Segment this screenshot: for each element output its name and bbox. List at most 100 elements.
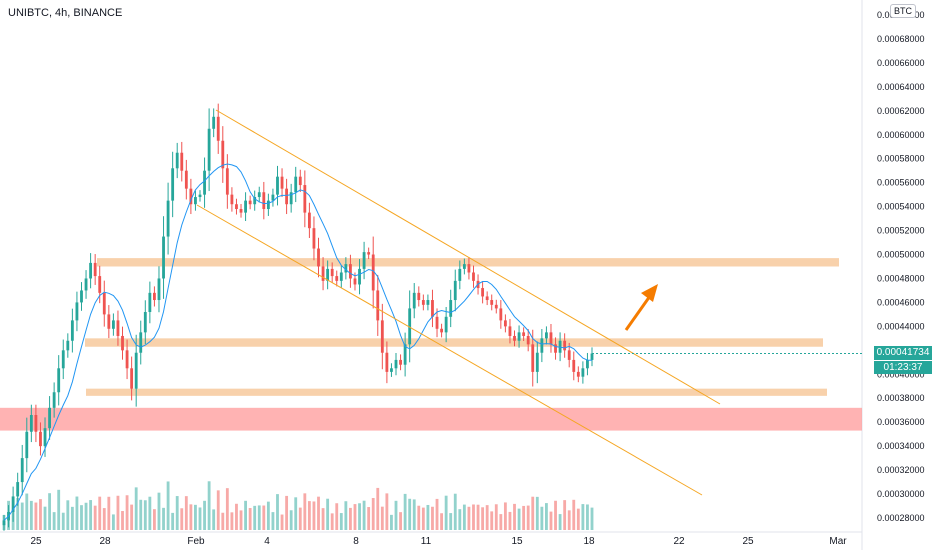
candle-body xyxy=(61,350,65,369)
candle-body xyxy=(89,262,93,279)
volume-bar xyxy=(43,506,47,530)
volume-bar xyxy=(390,514,393,530)
volume-bar xyxy=(590,507,594,530)
demand-zone xyxy=(0,407,862,431)
candle-body xyxy=(157,278,161,301)
volume-bar xyxy=(34,502,38,530)
upward-arrow-icon xyxy=(624,295,652,331)
candle-body xyxy=(403,344,407,365)
volume-bar xyxy=(221,512,225,530)
volume-bar xyxy=(102,508,106,530)
candle-body xyxy=(339,272,343,281)
volume-bar xyxy=(212,509,216,530)
volume-bar xyxy=(207,481,211,530)
y-tick-label: 0.00060000 xyxy=(877,130,925,140)
candle-body xyxy=(576,371,580,377)
volume-bar xyxy=(503,502,507,530)
volume-bar xyxy=(376,487,380,530)
pivot-zone xyxy=(85,338,823,347)
currency-badge[interactable]: BTC xyxy=(890,4,916,18)
candle-body xyxy=(440,328,443,333)
candle-body xyxy=(503,320,507,327)
volume-bar xyxy=(216,490,220,530)
volume-bar xyxy=(61,512,65,530)
volume-bar xyxy=(162,507,165,530)
y-tick-label: 0.00030000 xyxy=(877,489,925,499)
candle-body xyxy=(162,236,165,279)
y-tick-label: 0.00032000 xyxy=(877,465,925,475)
candle-body xyxy=(25,431,29,459)
volume-bar xyxy=(572,499,576,530)
candle-body xyxy=(531,344,535,372)
volume-bar xyxy=(330,513,334,530)
volume-bar xyxy=(444,495,448,530)
candle-body xyxy=(166,200,170,237)
y-tick-label: 0.00034000 xyxy=(877,441,925,451)
volume-bar xyxy=(476,504,480,530)
candle-body xyxy=(549,332,553,345)
volume-bar xyxy=(549,511,553,530)
volume-bar xyxy=(66,500,70,530)
volume-bar xyxy=(335,503,339,530)
volume-bar xyxy=(481,507,485,530)
candle-body xyxy=(212,116,216,129)
volume-bar xyxy=(266,501,270,530)
volume-bar xyxy=(344,501,348,530)
y-tick-label: 0.00040000 xyxy=(877,369,925,379)
candle-body xyxy=(472,272,475,281)
candle-body xyxy=(235,204,238,210)
y-tick-label: 0.00044000 xyxy=(877,321,925,331)
candle-body xyxy=(39,431,42,447)
volume-bar xyxy=(339,513,343,530)
candle-body xyxy=(80,290,83,303)
candle-body xyxy=(189,188,193,205)
candle-body xyxy=(143,312,147,333)
volume-bar xyxy=(157,492,161,530)
volume-bar xyxy=(440,513,443,530)
volume-bar xyxy=(171,512,175,530)
volume-bar xyxy=(289,510,293,530)
candle-body xyxy=(581,368,585,377)
volume-bar xyxy=(111,514,115,530)
candle-body xyxy=(75,302,79,321)
candle-body xyxy=(303,185,307,213)
volume-bar xyxy=(435,498,439,530)
candle-body xyxy=(139,332,143,353)
volume-bar xyxy=(294,497,298,530)
candle-body xyxy=(57,368,61,393)
volume-bar xyxy=(312,501,316,530)
volume-bar xyxy=(29,500,33,530)
volume-bar xyxy=(403,493,407,530)
volume-bar xyxy=(576,508,580,530)
candle-body xyxy=(435,316,439,329)
candle-body xyxy=(48,407,51,429)
volume-bar xyxy=(490,511,494,530)
volume-bar xyxy=(540,506,544,530)
candle-body xyxy=(449,300,453,317)
x-tick-label: Mar xyxy=(829,536,847,547)
candle-body xyxy=(554,344,557,353)
candle-body xyxy=(216,116,220,141)
volume-bar xyxy=(526,505,530,530)
y-tick-label: 0.00064000 xyxy=(877,82,925,92)
candle-body xyxy=(535,352,539,372)
volume-bar xyxy=(184,496,188,530)
candle-body xyxy=(349,264,352,279)
volume-bar xyxy=(148,496,152,530)
volume-bar xyxy=(93,505,97,530)
candle-body xyxy=(271,194,275,201)
volume-bar xyxy=(326,498,330,530)
candle-body xyxy=(545,332,548,339)
candle-body xyxy=(526,335,530,345)
volume-bar xyxy=(349,507,352,530)
moving-average-line xyxy=(3,163,593,521)
candle-body xyxy=(408,308,412,345)
volume-bar xyxy=(554,500,557,530)
volume-bar xyxy=(362,500,366,530)
volume-bar xyxy=(25,493,29,530)
y-tick-label: 0.00046000 xyxy=(877,297,925,307)
candle-body xyxy=(494,304,498,309)
volume-bar xyxy=(531,496,535,530)
candle-body xyxy=(467,264,471,273)
